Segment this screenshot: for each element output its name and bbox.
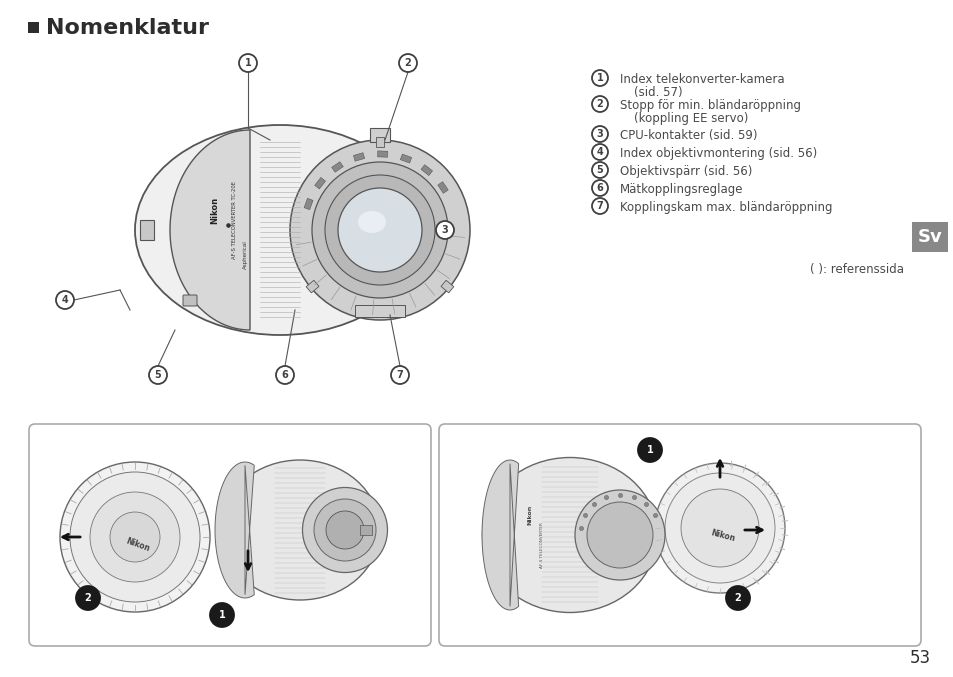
Bar — [440, 280, 454, 293]
Ellipse shape — [312, 162, 448, 298]
Circle shape — [239, 54, 256, 72]
Ellipse shape — [482, 458, 657, 613]
Text: Nikon: Nikon — [211, 196, 219, 223]
Text: 7: 7 — [396, 370, 403, 380]
FancyBboxPatch shape — [438, 424, 920, 646]
Ellipse shape — [314, 499, 375, 561]
Ellipse shape — [655, 463, 784, 593]
Bar — [353, 153, 364, 161]
Text: 1: 1 — [218, 610, 225, 620]
FancyBboxPatch shape — [183, 295, 196, 306]
Circle shape — [725, 586, 749, 610]
Bar — [304, 198, 313, 210]
Ellipse shape — [290, 140, 470, 320]
Text: 53: 53 — [908, 649, 929, 667]
Circle shape — [436, 221, 454, 239]
Bar — [375, 137, 384, 147]
Text: CPU-kontakter (sid. 59): CPU-kontakter (sid. 59) — [619, 129, 757, 142]
Circle shape — [592, 126, 607, 142]
Text: Aspherical: Aspherical — [242, 240, 247, 269]
Text: AF-S TELECONVERTER TC-20E: AF-S TELECONVERTER TC-20E — [233, 181, 237, 259]
Circle shape — [592, 180, 607, 196]
Circle shape — [592, 70, 607, 86]
Text: 1: 1 — [646, 445, 653, 455]
Text: Sv: Sv — [917, 228, 942, 246]
Ellipse shape — [680, 489, 759, 567]
Text: (sid. 57): (sid. 57) — [634, 86, 682, 99]
Bar — [377, 151, 387, 157]
Text: 4: 4 — [62, 295, 69, 305]
Bar — [437, 181, 448, 194]
Ellipse shape — [325, 175, 435, 285]
Text: 2: 2 — [734, 593, 740, 603]
Bar — [355, 305, 405, 317]
Text: Kopplingskam max. bländaröppning: Kopplingskam max. bländaröppning — [619, 201, 832, 214]
Text: 2: 2 — [596, 99, 602, 109]
Bar — [370, 128, 390, 142]
Text: Nikon: Nikon — [709, 529, 736, 544]
FancyBboxPatch shape — [29, 424, 431, 646]
Bar — [359, 525, 372, 535]
Ellipse shape — [110, 512, 160, 562]
Text: 3: 3 — [441, 225, 448, 235]
Text: Index objektivmontering (sid. 56): Index objektivmontering (sid. 56) — [619, 147, 817, 160]
Circle shape — [76, 586, 100, 610]
Circle shape — [638, 438, 661, 462]
Ellipse shape — [60, 462, 210, 612]
Text: 6: 6 — [281, 370, 288, 380]
Text: Objektivspärr (sid. 56): Objektivspärr (sid. 56) — [619, 165, 752, 178]
Circle shape — [592, 144, 607, 160]
Ellipse shape — [326, 511, 364, 549]
Bar — [28, 22, 39, 33]
Text: ( ): referenssida: ( ): referenssida — [809, 263, 903, 276]
Circle shape — [56, 291, 74, 309]
Text: Nikon: Nikon — [527, 505, 532, 525]
Ellipse shape — [220, 460, 379, 600]
Text: (koppling EE servo): (koppling EE servo) — [634, 112, 747, 125]
Circle shape — [149, 366, 167, 384]
Circle shape — [398, 54, 416, 72]
Bar — [314, 177, 325, 189]
Circle shape — [210, 603, 233, 627]
Circle shape — [275, 366, 294, 384]
Circle shape — [391, 366, 409, 384]
Bar — [400, 154, 412, 163]
Text: AF-S TELECONVERTER: AF-S TELECONVERTER — [539, 522, 543, 568]
Ellipse shape — [135, 125, 424, 335]
Text: 1: 1 — [596, 73, 602, 83]
Text: Stopp för min. bländaröppning: Stopp för min. bländaröppning — [619, 99, 801, 112]
Polygon shape — [170, 130, 250, 330]
Bar — [140, 220, 153, 240]
Polygon shape — [481, 460, 518, 610]
Circle shape — [592, 96, 607, 112]
Ellipse shape — [337, 188, 421, 272]
Ellipse shape — [302, 487, 387, 573]
Text: 2: 2 — [85, 593, 91, 603]
Ellipse shape — [664, 473, 774, 583]
Text: Nomenklatur: Nomenklatur — [46, 18, 209, 37]
Ellipse shape — [70, 472, 200, 602]
Text: Nikon: Nikon — [125, 536, 152, 554]
Text: 3: 3 — [596, 129, 602, 139]
Circle shape — [592, 162, 607, 178]
Bar — [332, 162, 343, 172]
Bar — [306, 280, 318, 293]
Ellipse shape — [90, 492, 180, 582]
Ellipse shape — [575, 490, 664, 580]
Text: 5: 5 — [154, 370, 161, 380]
Text: Mätkopplingsreglage: Mätkopplingsreglage — [619, 183, 742, 196]
Ellipse shape — [357, 211, 386, 233]
Text: 4: 4 — [596, 147, 602, 157]
Text: 5: 5 — [596, 165, 602, 175]
Bar — [911, 222, 947, 252]
Polygon shape — [214, 462, 254, 598]
Text: Index telekonverter-kamera: Index telekonverter-kamera — [619, 73, 783, 86]
Circle shape — [592, 198, 607, 214]
Text: 1: 1 — [244, 58, 251, 68]
Bar — [420, 165, 432, 175]
Ellipse shape — [586, 502, 652, 568]
Text: 7: 7 — [596, 201, 602, 211]
Text: 2: 2 — [404, 58, 411, 68]
Text: 6: 6 — [596, 183, 602, 193]
